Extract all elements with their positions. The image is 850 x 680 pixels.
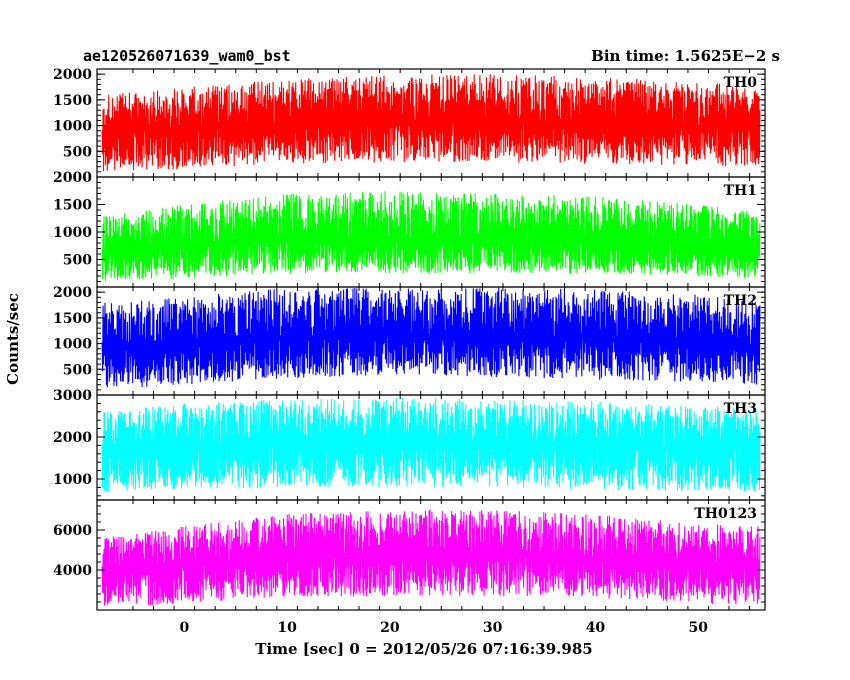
y-tick-label: 1500: [53, 93, 92, 109]
x-axis-label: Time [sec] 0 = 2012/05/26 07:16:39.985: [255, 640, 592, 658]
bin-time-label: Bin time: 1.5625E−2 s: [591, 47, 780, 65]
panel-label: TH3: [724, 401, 757, 417]
y-tick-label: 500: [63, 253, 92, 269]
y-tick-label: 1000: [53, 337, 92, 353]
chart-title: ae120526071639_wam0_bst: [83, 47, 291, 65]
y-tick-label: 1000: [53, 225, 92, 241]
y-tick-label: 4000: [53, 563, 92, 579]
y-tick-label: 1500: [53, 311, 92, 327]
panel-label: TH2: [724, 293, 757, 309]
y-tick-label: 1500: [53, 198, 92, 214]
x-tick-label: 0: [179, 620, 189, 636]
y-tick-label: 500: [63, 362, 92, 378]
y-tick-label: 2000: [53, 67, 92, 83]
y-tick-label: 2000: [53, 430, 92, 446]
x-tick-label: 10: [277, 620, 297, 636]
series-th1: [101, 191, 761, 281]
x-tick-label: 20: [380, 620, 400, 636]
panel-label: TH0123: [694, 506, 757, 522]
panel-label: TH1: [724, 183, 757, 199]
y-axis-label: Counts/sec: [4, 293, 22, 385]
y-tick-label: 2000: [53, 170, 92, 186]
series-th0123: [101, 509, 761, 606]
series-th0: [101, 74, 761, 172]
series-th3: [101, 397, 761, 492]
y-tick-label: 3000: [53, 388, 92, 404]
x-tick-label: 40: [586, 620, 606, 636]
y-tick-label: 6000: [53, 523, 92, 539]
y-tick-label: 1000: [53, 472, 92, 488]
series-th2: [101, 287, 761, 388]
y-tick-label: 500: [63, 144, 92, 160]
panel-frame: [96, 499, 766, 611]
y-tick-label: 2000: [53, 285, 92, 301]
x-tick-label: 50: [688, 620, 708, 636]
x-tick-label: 30: [483, 620, 503, 636]
y-tick-label: 1000: [53, 119, 92, 135]
panel-label: TH0: [724, 75, 758, 91]
